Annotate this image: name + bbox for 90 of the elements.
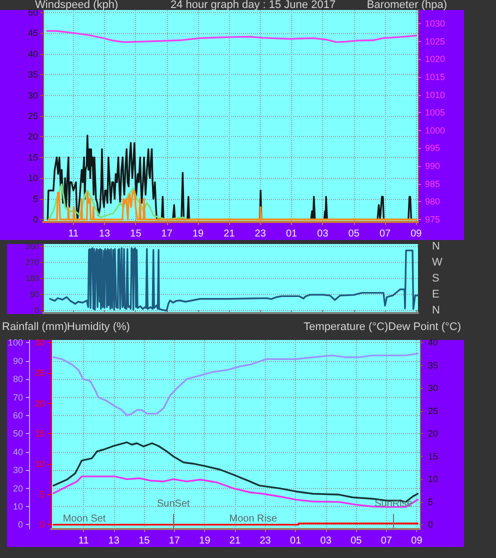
y2-tick-label: 1000 bbox=[425, 125, 446, 136]
y2-tick-label: 35 bbox=[428, 360, 438, 370]
text: N bbox=[432, 304, 440, 317]
x-tick-label: 09 bbox=[410, 228, 422, 240]
y2-tick-label: 980 bbox=[425, 196, 440, 207]
y2-tick-label: 1025 bbox=[425, 36, 446, 46]
x-tick-label: 05 bbox=[350, 536, 362, 546]
x-tick-label: 07 bbox=[380, 536, 392, 546]
y-tick-label: 90 bbox=[12, 356, 23, 366]
x-tick-label: 01 bbox=[290, 536, 302, 546]
y-axis-title: Humidity (%) bbox=[67, 321, 130, 333]
x-tick-label: 19 bbox=[199, 536, 211, 546]
line-series bbox=[49, 247, 419, 312]
y-tick-label: 180 bbox=[26, 274, 40, 283]
x-tick-label: 17 bbox=[161, 228, 173, 240]
y-tick-label: 15 bbox=[28, 152, 38, 162]
y2-axis-title: Temperature (°C)Dew Point (°C) bbox=[304, 321, 461, 333]
y-tick-label: 10 bbox=[12, 501, 23, 512]
y-tick-label: 70 bbox=[12, 392, 23, 402]
x-tick-label: 03 bbox=[320, 536, 332, 546]
y-tick-label: 100 bbox=[8, 338, 23, 348]
y2-tick-label: 1030 bbox=[425, 18, 446, 29]
y-tick-label: 0 bbox=[34, 306, 40, 316]
text: E bbox=[432, 288, 440, 301]
annotation: Moon Set bbox=[62, 514, 106, 525]
y2-tick-label: 0 bbox=[428, 520, 434, 530]
x-tick-label: 19 bbox=[192, 228, 204, 240]
x-tick-label: 11 bbox=[68, 228, 80, 240]
chart-title: 24 hour graph day : 15 June 2017 bbox=[170, 0, 336, 11]
y-tick-label: 50 bbox=[28, 7, 38, 18]
x-tick-label: 11 bbox=[78, 536, 90, 546]
y3-axis-title: Rainfall (mm) bbox=[2, 321, 68, 333]
x-tick-label: 21 bbox=[224, 228, 236, 240]
y-tick-label: 0 bbox=[18, 520, 23, 530]
y2-tick-label: 1010 bbox=[425, 90, 446, 100]
y2-tick-label: 1020 bbox=[425, 54, 446, 64]
text: W bbox=[432, 256, 443, 268]
y-tick-label: 20 bbox=[28, 132, 38, 142]
y-tick-label: 20 bbox=[12, 483, 23, 494]
y2-axis-title: Barometer (hpa) bbox=[366, 0, 447, 11]
y-tick-label: 30 bbox=[12, 465, 23, 476]
y2-tick-label: 1005 bbox=[425, 108, 446, 118]
y-axis-title: Windspeed (kph) bbox=[35, 0, 118, 11]
y-tick-label: 45 bbox=[28, 28, 38, 38]
y-tick-label: 90 bbox=[30, 290, 40, 300]
y2-tick-label: 975 bbox=[425, 214, 440, 225]
y2-tick-label: 20 bbox=[428, 428, 438, 439]
line-series bbox=[46, 30, 418, 43]
x-tick-label: 23 bbox=[254, 228, 266, 240]
x-tick-label: 01 bbox=[286, 228, 298, 240]
x-tick-label: 09 bbox=[411, 536, 423, 546]
y-tick-label: 10 bbox=[28, 173, 38, 184]
y2-tick-label: 985 bbox=[425, 178, 440, 189]
y-tick-label: 60 bbox=[12, 410, 23, 420]
y-tick-label: 35 bbox=[28, 70, 38, 80]
y-tick-label: 270 bbox=[26, 258, 40, 267]
y2-tick-label: 990 bbox=[425, 161, 440, 172]
y2-tick-label: 995 bbox=[425, 143, 440, 154]
y2-tick-label: 25 bbox=[428, 406, 438, 416]
y2-tick-label: 10 bbox=[428, 474, 438, 484]
x-tick-label: 13 bbox=[108, 536, 120, 546]
y-tick-label: 5 bbox=[32, 194, 38, 204]
x-tick-label: 23 bbox=[260, 536, 272, 546]
y2-tick-label: 15 bbox=[428, 451, 438, 462]
y-tick-label: 40 bbox=[28, 48, 38, 59]
x-tick-label: 15 bbox=[138, 536, 150, 546]
x-tick-label: 05 bbox=[348, 228, 360, 240]
line-series bbox=[48, 190, 418, 220]
x-tick-label: 15 bbox=[130, 228, 142, 240]
y-tick-label: 50 bbox=[12, 428, 23, 439]
y2-tick-label: 5 bbox=[428, 496, 434, 507]
y-tick-label: 25 bbox=[28, 111, 38, 121]
y-tick-label: 40 bbox=[12, 446, 23, 457]
y-tick-label: 30 bbox=[28, 90, 38, 100]
y2-tick-label: 30 bbox=[428, 383, 438, 394]
x-tick-label: 17 bbox=[168, 536, 180, 546]
text: S bbox=[432, 272, 440, 284]
annotation: Moon Rise bbox=[229, 514, 278, 525]
y-tick-label: 0 bbox=[32, 214, 38, 225]
line-series bbox=[52, 352, 419, 416]
ref-line-label: SunSet bbox=[157, 498, 190, 510]
y2-tick-label: 1015 bbox=[425, 72, 446, 82]
y2-tick-label: 40 bbox=[428, 338, 438, 348]
x-tick-label: 03 bbox=[317, 228, 329, 240]
x-tick-label: 13 bbox=[98, 228, 111, 240]
y-tick-label: 80 bbox=[12, 374, 23, 384]
line-series bbox=[52, 476, 419, 508]
text: N bbox=[432, 240, 440, 252]
x-tick-label: 07 bbox=[379, 228, 392, 240]
x-tick-label: 21 bbox=[229, 536, 241, 546]
